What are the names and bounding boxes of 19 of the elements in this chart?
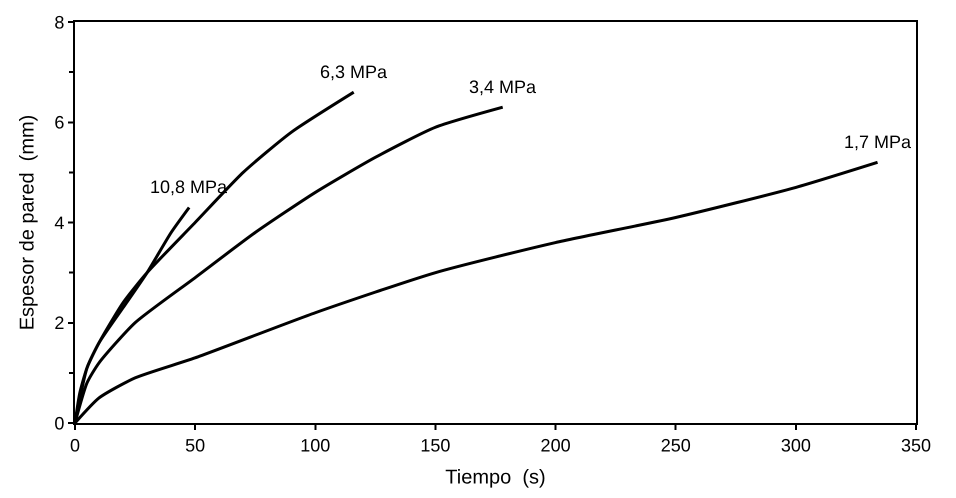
y-tick-label: 8 <box>54 12 64 32</box>
x-tick-label: 200 <box>540 436 571 456</box>
y-tick-label: 2 <box>54 313 64 334</box>
x-axis-title: Tiempo (s) <box>445 466 546 489</box>
y-tick-label: 4 <box>54 212 64 233</box>
y-tick-label: 0 <box>54 413 64 434</box>
x-tick-label: 300 <box>780 436 811 456</box>
x-tick-label: 250 <box>660 436 691 456</box>
x-tick-label: 100 <box>300 436 330 456</box>
y-tick-label: 6 <box>54 112 64 133</box>
y-axis-title: Espesor de pared (mm) <box>16 114 38 330</box>
x-tick-label: 350 <box>900 436 932 456</box>
series-label: 3,4 MPa <box>469 77 538 97</box>
x-tick-label: 50 <box>185 436 206 456</box>
series-label: 10,8 MPa <box>150 177 228 197</box>
x-tick-label: 0 <box>70 436 80 456</box>
x-tick-label: 150 <box>420 436 450 456</box>
series-label: 1,7 MPa <box>844 132 912 152</box>
series-label: 6,3 MPa <box>320 62 388 82</box>
